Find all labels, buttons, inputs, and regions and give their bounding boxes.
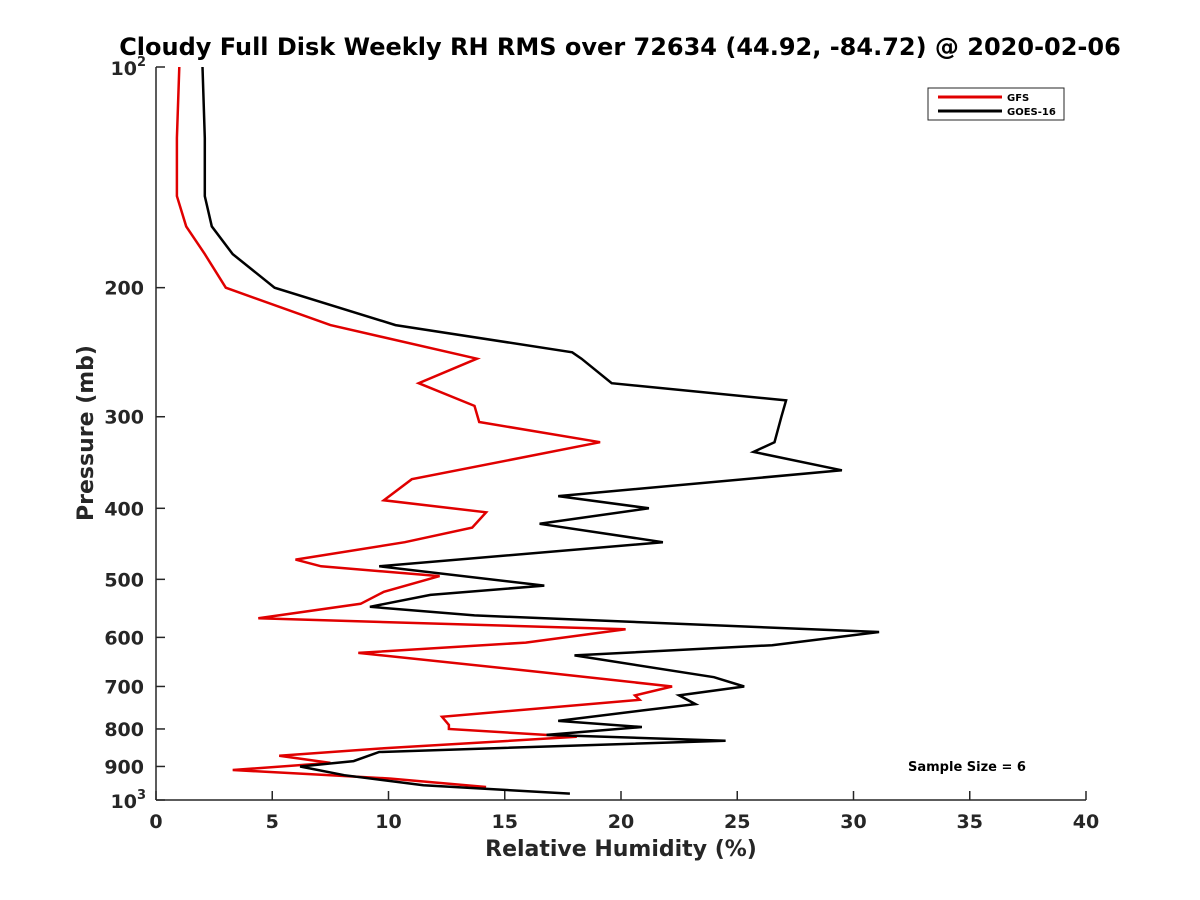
y-tick-label: 700: [104, 676, 144, 698]
sample-size-annotation: Sample Size = 6: [908, 760, 1026, 775]
legend-label-goes16: GOES-16: [1007, 107, 1056, 118]
x-tick-label: 15: [492, 811, 518, 833]
y-tick-label: 400: [104, 498, 144, 520]
legend-box: [927, 87, 1065, 121]
x-tick-label: 40: [1073, 811, 1099, 833]
series-line-goes16: [201, 66, 880, 795]
x-ticks: 0 5 10 15 20 25 30 35 40: [149, 791, 1099, 833]
y-tick-label: 600: [104, 627, 144, 649]
x-tick-label: 5: [266, 811, 279, 833]
legend-label-gfs: GFS: [1007, 93, 1029, 104]
y-tick-label: 200: [104, 278, 144, 300]
y-tick-label: 800: [104, 719, 144, 741]
y-tick-label: 900: [104, 756, 144, 778]
x-tick-label: 0: [149, 811, 162, 833]
legend: GFS GOES-16: [927, 87, 1065, 121]
y-tick-label: 300: [104, 407, 144, 429]
y-ticks: 102 200 300 400 500 600 700 800 900 103: [104, 55, 165, 813]
x-tick-label: 30: [840, 811, 866, 833]
x-tick-label: 25: [724, 811, 750, 833]
y-tick-label: 102: [111, 55, 147, 80]
plot-background: [156, 67, 1086, 800]
x-axis-label: Relative Humidity (%): [485, 837, 757, 862]
x-tick-label: 35: [957, 811, 983, 833]
y-tick-label: 500: [104, 569, 144, 591]
x-tick-label: 10: [375, 811, 401, 833]
x-tick-label: 20: [608, 811, 634, 833]
plot-area: [156, 66, 1086, 800]
y-axis-label: Pressure (mb): [74, 345, 99, 521]
chart-title: Cloudy Full Disk Weekly RH RMS over 7263…: [119, 33, 1121, 61]
series-layer: [175, 66, 880, 795]
y-tick-label: 103: [111, 788, 147, 813]
series-line-gfs: [175, 66, 673, 789]
